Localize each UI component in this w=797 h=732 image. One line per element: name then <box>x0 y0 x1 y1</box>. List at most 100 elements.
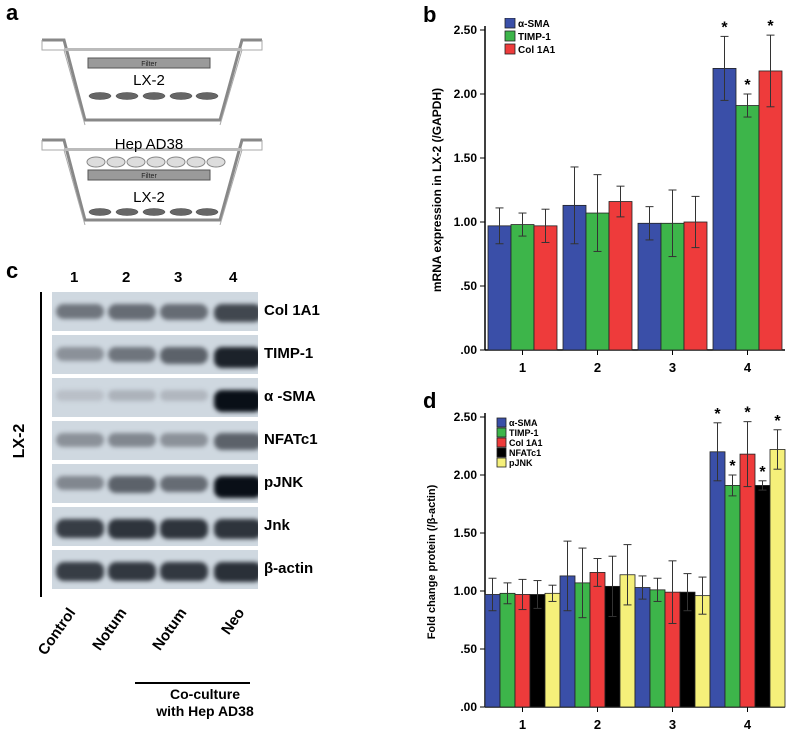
panel-a-letter: a <box>6 0 19 25</box>
blot-band <box>108 433 156 448</box>
bar <box>758 70 783 351</box>
significance-mark: * <box>729 458 736 475</box>
filter-bottom-label: Filter <box>141 173 157 180</box>
condition-label-1: Control <box>34 605 80 659</box>
blot-band <box>214 433 258 450</box>
blot-strip <box>52 421 258 460</box>
band-label: TIMP-1 <box>264 345 314 362</box>
bar <box>544 592 561 708</box>
bar <box>487 225 512 351</box>
blot-band <box>108 390 156 402</box>
panel-d-letter: d <box>423 388 437 413</box>
bar <box>754 485 771 708</box>
legend-label: pJNK <box>509 458 533 468</box>
bottom-lower-cell-label: LX-2 <box>133 189 165 206</box>
blot-band <box>214 476 258 498</box>
legend-swatch <box>496 447 507 458</box>
blot-band <box>160 304 208 320</box>
x-tick-label: 3 <box>669 360 676 375</box>
band-label: α -SMA <box>264 388 316 405</box>
lane-number-1: 1 <box>70 269 79 286</box>
x-tick-label: 2 <box>594 717 601 732</box>
bar <box>484 594 501 708</box>
significance-mark: * <box>767 18 774 35</box>
bottom-upper-cell-label: Hep AD38 <box>115 136 183 153</box>
significance-mark: * <box>714 406 721 423</box>
band-label: Jnk <box>264 517 290 534</box>
significance-mark: * <box>774 413 781 430</box>
panel-b-letter: b <box>423 2 437 27</box>
y-tick-label: .00 <box>460 343 477 357</box>
blot-band <box>160 476 208 492</box>
condition-label-2: Notum <box>89 605 131 654</box>
bar <box>735 105 760 351</box>
blot-band <box>56 476 104 491</box>
blot-strip <box>52 464 258 503</box>
blot-strip <box>52 550 258 589</box>
y-tick-label: .50 <box>460 279 477 293</box>
blot-strip <box>52 378 258 417</box>
bar <box>499 592 516 708</box>
legend-swatch <box>496 437 507 448</box>
bar <box>514 594 531 708</box>
filter-bottom <box>87 169 211 181</box>
y-tick-label: 1.00 <box>454 584 478 598</box>
blot-strip <box>52 292 258 331</box>
y-tick-label: 2.00 <box>454 468 478 482</box>
y-axis-label: mRNA expression in LX-2 (/GAPDH) <box>430 88 444 292</box>
legend-label: α-SMA <box>509 418 538 428</box>
bar <box>533 225 558 351</box>
legend-label: α-SMA <box>518 19 550 30</box>
legend-swatch <box>504 30 516 42</box>
y-tick-label: .50 <box>460 642 477 656</box>
bar <box>608 201 633 351</box>
blot-band <box>108 476 156 493</box>
y-tick-label: .00 <box>460 700 477 714</box>
bar <box>649 589 666 708</box>
legend-label: NFATc1 <box>509 448 541 458</box>
legend-label: Col 1A1 <box>509 438 543 448</box>
lx2-side-label: LX-2 <box>11 423 28 459</box>
filter-top-label: Filter <box>141 61 157 68</box>
coculture-label-line2: with Hep AD38 <box>156 703 254 719</box>
transwell-diagram: Filter LX-2 Filter Hep AD38 LX-2 <box>41 38 263 225</box>
y-axis-label: Fold change protein (/β-actin) <box>426 484 438 639</box>
legend-label: Col 1A1 <box>518 45 556 56</box>
condition-label-3: Notum <box>149 605 191 654</box>
condition-label-4: Neo <box>218 605 249 638</box>
legend-label: TIMP-1 <box>509 428 539 438</box>
legend-swatch <box>496 417 507 428</box>
x-tick-label: 1 <box>519 360 526 375</box>
bar <box>589 572 606 708</box>
y-tick-label: 2.50 <box>454 410 478 424</box>
blot-band <box>160 562 208 582</box>
legend-swatch <box>504 18 516 29</box>
blot-band <box>160 390 208 402</box>
band-label: pJNK <box>264 474 304 491</box>
lane-number-4: 4 <box>229 269 238 286</box>
blot-band <box>214 390 258 412</box>
chart-b: .00 .50 1.00 1.50 2.00 2.50 mRNA expression in… <box>430 18 785 375</box>
blot-strip <box>52 507 258 546</box>
bar <box>712 68 737 351</box>
coculture-bracket-line <box>135 682 250 684</box>
x-tick-label: 2 <box>594 360 601 375</box>
x-tick-label: 4 <box>744 717 752 732</box>
significance-mark: * <box>759 464 766 481</box>
x-tick-label: 3 <box>669 717 676 732</box>
significance-mark: * <box>721 19 728 36</box>
y-tick-label: 2.00 <box>454 87 478 101</box>
bar <box>769 449 786 708</box>
blot-strip <box>52 335 258 374</box>
coculture-label: Co-culture with Hep AD38 <box>135 686 275 720</box>
x-tick-label: 4 <box>744 360 752 375</box>
blot-band <box>56 347 104 361</box>
blot-band <box>108 519 156 539</box>
blot-band <box>108 304 156 320</box>
bar <box>510 224 535 351</box>
blot-band <box>214 347 258 368</box>
blot-band <box>56 433 104 447</box>
bar <box>529 594 546 708</box>
legend-swatch <box>504 43 516 55</box>
blot-band <box>56 562 104 581</box>
